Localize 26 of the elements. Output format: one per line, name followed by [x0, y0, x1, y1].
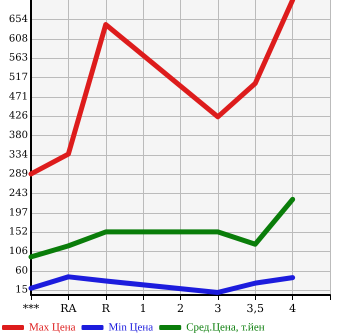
y-tick-label: 197: [8, 207, 28, 218]
x-tick-label: 3: [214, 302, 222, 315]
legend-label: Max Цена: [29, 322, 76, 334]
x-tick-label: R: [102, 302, 111, 315]
y-tick-label: 608: [8, 33, 28, 44]
legend-label: Сред.Цена, т.йен: [186, 322, 265, 334]
x-tick-label: ***: [22, 302, 40, 315]
x-tick-label: 4: [289, 302, 296, 315]
x-tick-label: RA: [60, 302, 78, 315]
y-tick-label: 60: [15, 265, 28, 276]
y-tick-label: 106: [8, 246, 28, 257]
y-tick-label: 471: [8, 91, 28, 102]
y-tick-label: 426: [8, 110, 28, 122]
y-tick-label: 380: [8, 130, 28, 141]
x-tick-label: 1: [140, 302, 147, 315]
y-tick-label: 289: [8, 168, 28, 180]
y-tick-label: 563: [8, 52, 28, 64]
y-tick-label: 15: [15, 284, 28, 296]
y-tick-label: 654: [8, 14, 28, 25]
y-tick-label: 517: [8, 72, 28, 83]
y-tick-label: 152: [8, 226, 28, 238]
legend-label: Min Цена: [108, 322, 154, 334]
x-tick-label: 3,5: [246, 302, 264, 315]
y-tick-label: 334: [8, 149, 28, 160]
y-tick-label: 243: [8, 188, 28, 199]
x-tick-label: 2: [177, 302, 184, 315]
